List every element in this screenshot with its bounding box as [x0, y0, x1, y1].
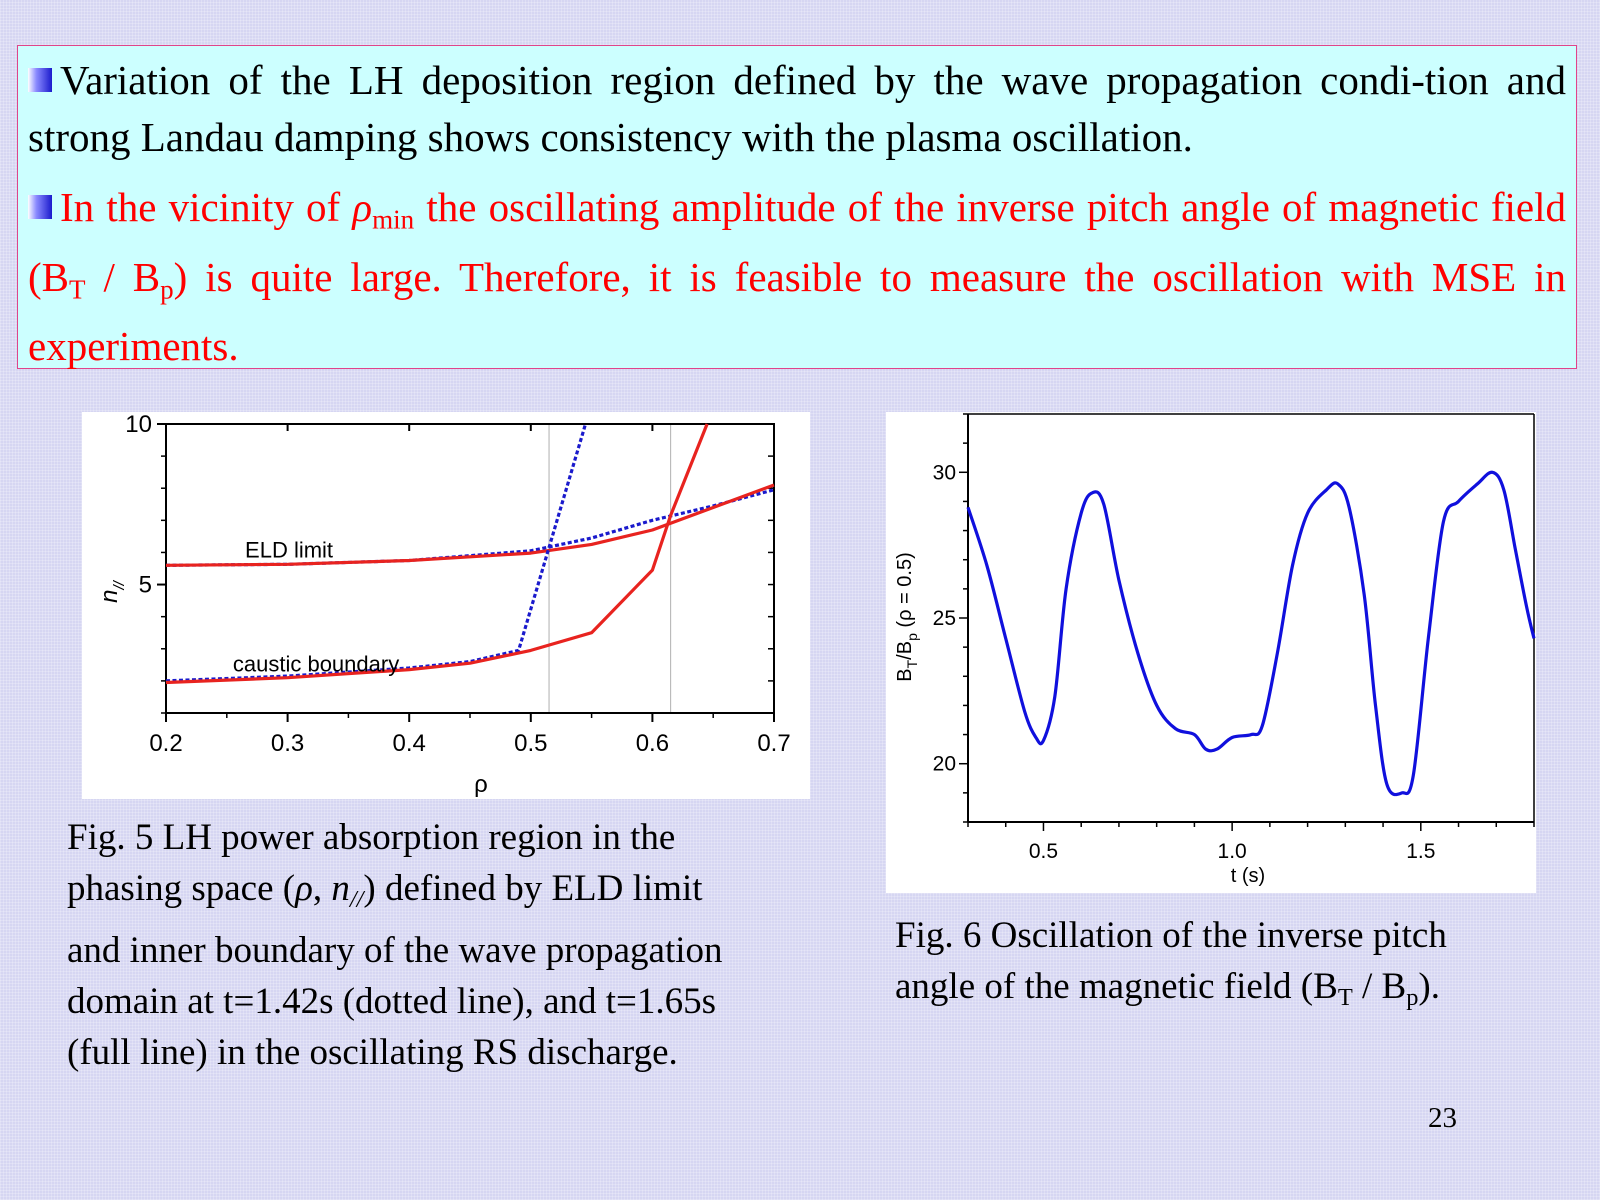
fig5-series-2-dotted-line: [165, 423, 588, 683]
fig5-caption-line: Fig. 5 LH power absorption region in the: [67, 817, 676, 858]
bullet-2-text-part: / B: [85, 253, 161, 300]
subscript-t: T: [69, 274, 86, 305]
fig6-ylabel: BT/Bp (ρ = 0.5): [894, 552, 920, 681]
fig5-series-0-dotted-line: [165, 488, 775, 567]
subscript-t: T: [1337, 983, 1353, 1011]
bullet-1-text: Variation of the LH deposition region de…: [28, 57, 1566, 160]
fig5-x-tick-label: 0.7: [757, 730, 790, 757]
parallel-subscript: //: [349, 885, 364, 913]
rho-symbol: ρ: [295, 868, 313, 909]
fig6-xlabel: t (s): [1231, 865, 1265, 887]
fig5-xlabel: ρ: [474, 771, 488, 798]
fig5-x-tick-label: 0.5: [514, 730, 547, 757]
fig6-caption: Fig. 6 Oscillation of the inverse pitch …: [895, 910, 1555, 1023]
fig6-y-tick-label: 25: [933, 607, 956, 630]
square-bullet-icon: [28, 68, 52, 92]
bullet-2-text-part: In the vicinity of: [60, 184, 353, 230]
bullet-paragraph-2: In the vicinity of ρmin the oscillating …: [28, 179, 1566, 375]
subscript-p: p: [1406, 983, 1419, 1011]
fig5-y-tick-label: 5: [139, 572, 152, 599]
fig6-caption-line: Fig. 6 Oscillation of the inverse pitch: [895, 915, 1447, 956]
rho-subscript: min: [372, 204, 415, 235]
subscript-p: p: [160, 274, 174, 305]
fig6-x-tick-label: 0.5: [1029, 840, 1058, 863]
fig6-y-tick-label: 30: [933, 461, 956, 484]
fig6-caption-line: angle of the magnetic field (BT / Bp).: [895, 966, 1440, 1011]
fig5-x-tick-label: 0.3: [271, 730, 304, 757]
fig5-caption-line: and inner boundary of the wave propagati…: [67, 929, 723, 971]
fig6-y-tick-label: 20: [933, 753, 956, 776]
fig6-x-tick-label: 1.5: [1406, 840, 1435, 863]
summary-textbox: Variation of the LH deposition region de…: [17, 45, 1577, 369]
square-bullet-icon: [28, 195, 52, 219]
fig6-chart: 0.5 1.0 1.5 20 25 30 BT/Bp (ρ = 0.5) t (s): [886, 412, 1536, 893]
page-number: 23: [1428, 1102, 1457, 1134]
fig5-y-tick-label: 10: [125, 412, 152, 438]
fig5-series-3-solid-line: [165, 423, 709, 685]
rho-symbol: ρ: [352, 184, 373, 230]
fig6-svg: 0.5 1.0 1.5 20 25 30 BT/Bp (ρ = 0.5) t (s): [894, 413, 1536, 887]
fig5-caption-line: phasing space (ρ, n//) defined by ELD li…: [67, 868, 703, 913]
fig5-caption-line: domain at t=1.42s (dotted line), and t=1…: [67, 980, 717, 1022]
fig5-series-1-solid-line: [165, 483, 775, 567]
fig5-ylabel: n//: [96, 579, 128, 603]
fig5-x-tick-label: 0.4: [393, 730, 426, 757]
fig6-series-line: [966, 470, 1536, 797]
fig5-caption: Fig. 5 LH power absorption region in the…: [67, 812, 837, 1078]
bullet-2-text-part: the oscillating amplitude of the inverse…: [28, 184, 1566, 300]
fig5-annotation: caustic boundary: [233, 651, 399, 676]
fig6-x-tick-label: 1.0: [1218, 840, 1247, 863]
bullet-2-text-part: ) is quite large. Therefore, it is feasi…: [28, 253, 1566, 370]
bullet-paragraph-1: Variation of the LH deposition region de…: [28, 52, 1566, 166]
fig5-annotation: ELD limit: [245, 537, 333, 562]
fig5-chart: 0.2 0.3 0.4 0.5 0.6 0.7 5 10 ELD limit caustic bo…: [82, 412, 810, 799]
fig5-caption-line: (full line) in the oscillating RS discha…: [67, 1031, 678, 1073]
n-symbol: n: [331, 868, 350, 909]
fig5-svg: 0.2 0.3 0.4 0.5 0.6 0.7 5 10 ELD limit caustic bo…: [96, 412, 791, 798]
fig5-x-tick-label: 0.6: [636, 730, 669, 757]
fig5-x-tick-label: 0.2: [149, 730, 182, 757]
